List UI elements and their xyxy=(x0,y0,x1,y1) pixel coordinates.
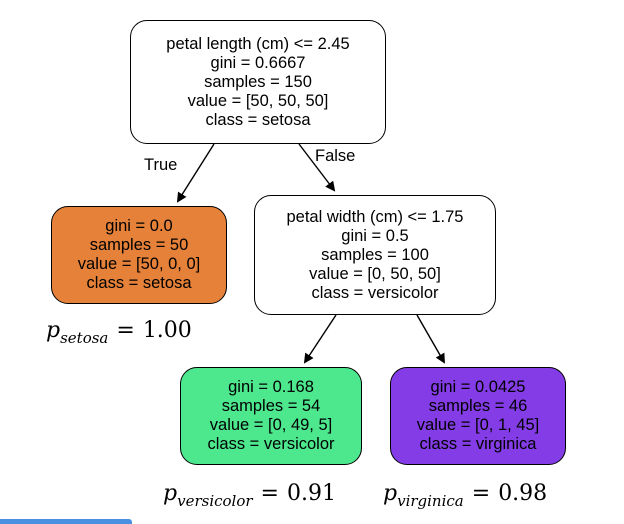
node-text-line: samples = 150 xyxy=(204,72,312,91)
node-text-line: class = setosa xyxy=(86,274,192,292)
probability-symbol: p xyxy=(46,318,61,343)
probability-setosa: psetosa = 1.00 xyxy=(46,318,192,347)
node-text-line: gini = 0.0425 xyxy=(430,378,526,396)
node-text-line: class = virginica xyxy=(419,435,537,453)
edge-label-false: False xyxy=(315,147,356,165)
node-text-line: value = [50, 0, 0] xyxy=(77,255,201,273)
probability-equals: = xyxy=(471,481,491,506)
node-text-line: class = versicolor xyxy=(207,435,335,453)
node-text-line: samples = 100 xyxy=(321,245,429,264)
node-text-line: class = versicolor xyxy=(311,283,439,302)
edge-petal-width-to-versicolor xyxy=(303,314,337,364)
node-text-line: petal length (cm) <= 2.45 xyxy=(166,34,350,53)
node-text-line: class = setosa xyxy=(205,110,311,129)
probability-subscript: setosa xyxy=(60,329,109,347)
tree-node-versicolor-leaf: gini = 0.168 samples = 54 value = [0, 49… xyxy=(180,367,362,465)
bottom-accent-bar xyxy=(0,519,132,524)
node-text-line: value = [50, 50, 50] xyxy=(187,91,329,110)
edge-petal-width-to-virginica xyxy=(416,314,445,364)
node-text-line: value = [0, 1, 45] xyxy=(416,416,540,434)
node-text-line: samples = 54 xyxy=(221,397,321,415)
node-text-line: gini = 0.0 xyxy=(105,217,173,235)
probability-symbol: p xyxy=(383,481,398,506)
node-text-line: gini = 0.5 xyxy=(341,226,409,245)
tree-node-setosa-leaf: gini = 0.0 samples = 50 value = [50, 0, … xyxy=(51,206,227,304)
probability-versicolor: pversicolor = 0.91 xyxy=(163,481,336,510)
probability-subscript: versicolor xyxy=(177,492,253,510)
probability-equals: = xyxy=(116,318,135,343)
node-text-line: value = [0, 50, 50] xyxy=(309,264,441,283)
node-text-line: value = [0, 49, 5] xyxy=(209,416,333,434)
probability-equals: = xyxy=(260,481,279,506)
edge-label-true: True xyxy=(144,156,178,174)
node-text-line: gini = 0.168 xyxy=(228,378,314,396)
tree-node-virginica-leaf: gini = 0.0425 samples = 46 value = [0, 1… xyxy=(390,367,566,465)
probability-value: 1.00 xyxy=(142,318,192,343)
probability-virginica: pvirginica = 0.98 xyxy=(383,481,548,510)
node-text-line: samples = 46 xyxy=(428,397,528,415)
edge-root-to-setosa xyxy=(176,143,215,203)
probability-symbol: p xyxy=(163,481,178,506)
probability-subscript: virginica xyxy=(397,492,464,510)
node-text-line: gini = 0.6667 xyxy=(210,53,306,72)
node-text-line: petal width (cm) <= 1.75 xyxy=(286,207,464,226)
edge-root-to-petal-width xyxy=(298,143,336,192)
probability-value: 0.98 xyxy=(498,481,548,506)
tree-node-root: petal length (cm) <= 2.45 gini = 0.6667 … xyxy=(130,20,386,144)
node-text-line: samples = 50 xyxy=(89,236,189,254)
probability-value: 0.91 xyxy=(286,481,336,506)
tree-node-petal-width-split: petal width (cm) <= 1.75 gini = 0.5 samp… xyxy=(254,195,496,315)
